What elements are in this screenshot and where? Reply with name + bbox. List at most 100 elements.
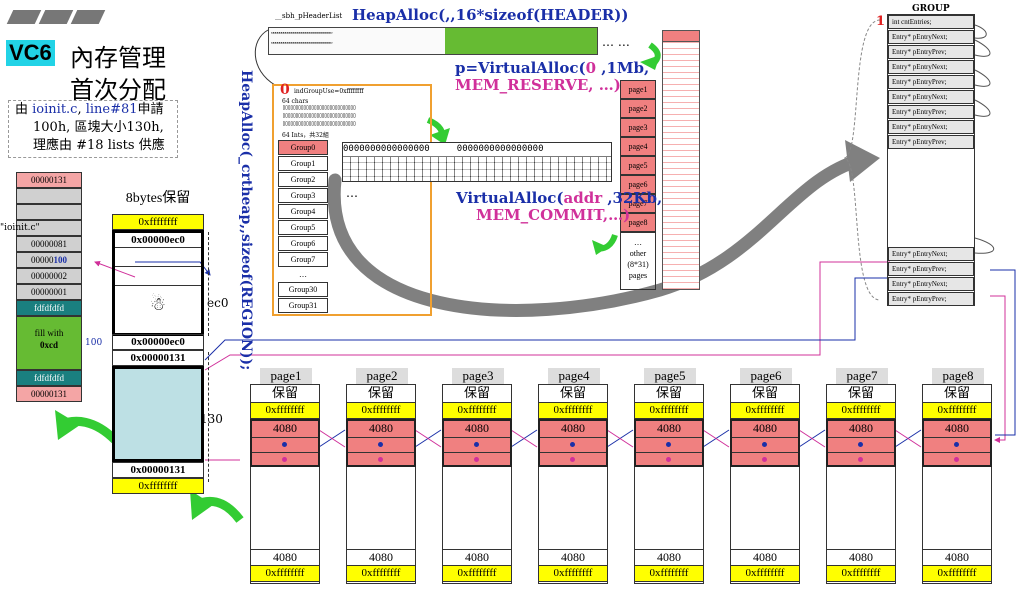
group-item: Group0: [278, 140, 328, 155]
size-bracket: [208, 352, 209, 482]
page-column-item: page6: [620, 175, 656, 194]
mid-free-block: 0x00000ec0 ☃: [112, 230, 204, 336]
group-item: Group3: [278, 188, 328, 203]
group-item: Group31: [278, 298, 328, 313]
left-fill-area: fill with 0xcd: [16, 316, 82, 370]
page-free-block: 4080: [250, 419, 320, 467]
page-bottom-4080: 4080: [346, 549, 416, 566]
page-column-item: page3: [620, 118, 656, 137]
mid-header: 8bytes保留: [125, 191, 191, 206]
page-reserve: 保留: [943, 385, 970, 400]
group-entry: Entry* pEntryNext;: [888, 30, 974, 44]
page-frame: [346, 384, 416, 584]
group-entry-bottom: Entry* pEntryPrev;: [888, 292, 974, 306]
page-free-block: 4080: [826, 419, 896, 467]
mid-top-fff: 0xffffffff: [112, 214, 204, 230]
group-entry: Entry* pEntryPrev;: [888, 135, 974, 149]
group-entry: Entry* pEntryNext;: [888, 90, 974, 104]
page-fff: 0xffffffff: [730, 402, 800, 419]
page-bottom-fff: 0xffffffff: [922, 565, 992, 582]
left-row-4: 00000081: [16, 236, 82, 252]
left-row-5: 00000100: [16, 252, 82, 268]
page-free-block: 4080: [634, 419, 704, 467]
group-item: Group30: [278, 282, 328, 297]
mid-bottom-fff: 0xffffffff: [112, 478, 204, 494]
page-fff: 0xffffffff: [442, 402, 512, 419]
note-line: line#81: [85, 102, 138, 117]
group-entry-bottom: Entry* pEntryPrev;: [888, 262, 974, 276]
left-fill-size: 100: [85, 338, 103, 348]
page-column-item: page2: [620, 99, 656, 118]
page-free-block: 4080: [538, 419, 608, 467]
left-row-0: 00000131: [16, 172, 82, 188]
bitmap-grid: 0000000000000000 0000000000000000: [342, 142, 612, 182]
title-line1: 內存管理: [70, 44, 166, 72]
left-row-2: [16, 204, 82, 220]
mid-131-top: 0x00000131: [112, 350, 204, 366]
page-label: page2: [356, 368, 408, 385]
ioinit-label: "ioinit.c": [0, 223, 40, 233]
page-reserve: 保留: [847, 385, 874, 400]
page-label: page4: [548, 368, 600, 385]
title-line2: 首次分配: [70, 76, 166, 104]
group-item: Group7: [278, 252, 328, 267]
left-row-8: fdfdfdfd: [16, 300, 82, 316]
page-frame: [826, 384, 896, 584]
virtualalloc-reserve: p=VirtualAlloc(0 ,1Mb, MEM_RESERVE, …): [455, 59, 650, 94]
heapalloc-header-label: HeapAlloc(,,16*sizeof(HEADER)): [352, 6, 629, 24]
page-fff: 0xffffffff: [634, 402, 704, 419]
group-item: Group6: [278, 236, 328, 251]
left-row-1: [16, 188, 82, 204]
region-zero: 0: [280, 82, 290, 98]
page-frame: [634, 384, 704, 584]
page-fff: 0xffffffff: [538, 402, 608, 419]
group-one: 1: [876, 14, 886, 29]
page-bottom-fff: 0xffffffff: [442, 565, 512, 582]
header-red-column: [662, 30, 700, 290]
page-bottom-4080: 4080: [538, 549, 608, 566]
left-bottom-1: 00000131: [16, 386, 82, 402]
left-bottom-0: fdfdfdfd: [16, 370, 82, 386]
page-reserve: 保留: [559, 385, 586, 400]
group-cnt: int cntEntries;: [888, 15, 974, 29]
page-column-item: page8: [620, 213, 656, 232]
page-frame: [922, 384, 992, 584]
mid-ec0: 0x00000ec0: [112, 334, 204, 350]
note-file: ioinit.c: [32, 102, 78, 117]
group-entry-bottom: Entry* pEntryNext;: [888, 277, 974, 291]
group-item: …: [299, 270, 307, 279]
page-bottom-4080: 4080: [634, 549, 704, 566]
ec0-label: ec0: [207, 296, 229, 310]
page-bottom-4080: 4080: [442, 549, 512, 566]
left-row-6: 00000002: [16, 268, 82, 284]
ec0-bracket: [208, 232, 209, 336]
group-entry: Entry* pEntryPrev;: [888, 75, 974, 89]
group-item: Group4: [278, 204, 328, 219]
bitmap-dots: …: [346, 186, 358, 200]
page-reserve: 保留: [367, 385, 394, 400]
group-item: Group1: [278, 156, 328, 171]
page-label: page3: [452, 368, 504, 385]
left-row-3: [16, 220, 82, 236]
group-item: Group5: [278, 220, 328, 235]
page-bottom-fff: 0xffffffff: [634, 565, 704, 582]
page-frame: [538, 384, 608, 584]
left-row-7: 00000001: [16, 284, 82, 300]
page-bottom-fff: 0xffffffff: [730, 565, 800, 582]
page-reserve: 保留: [463, 385, 490, 400]
highlight-100: 100: [53, 255, 68, 265]
page-label: page7: [836, 368, 888, 385]
mid-allocated-block: [112, 366, 204, 462]
group-entry: Entry* pEntryPrev;: [888, 105, 974, 119]
page-free-block: 4080: [346, 419, 416, 467]
page-frame: [730, 384, 800, 584]
page-bottom-fff: 0xffffffff: [826, 565, 896, 582]
page-bottom-4080: 4080: [250, 549, 320, 566]
header-green-segment: [445, 28, 597, 54]
page-fff: 0xffffffff: [250, 402, 320, 419]
page-label: page6: [740, 368, 792, 385]
page-label: page8: [932, 368, 984, 385]
header-strip: ▭▭▭▭▭▭▭▭▭▭▭▭▭▭▭▭▭▭▭▭▭▭▭▭▭▭▭▭▭▭ ▭▭▭▭▭▭▭▭▭…: [268, 27, 598, 55]
group-entry: Entry* pEntryPrev;: [888, 45, 974, 59]
